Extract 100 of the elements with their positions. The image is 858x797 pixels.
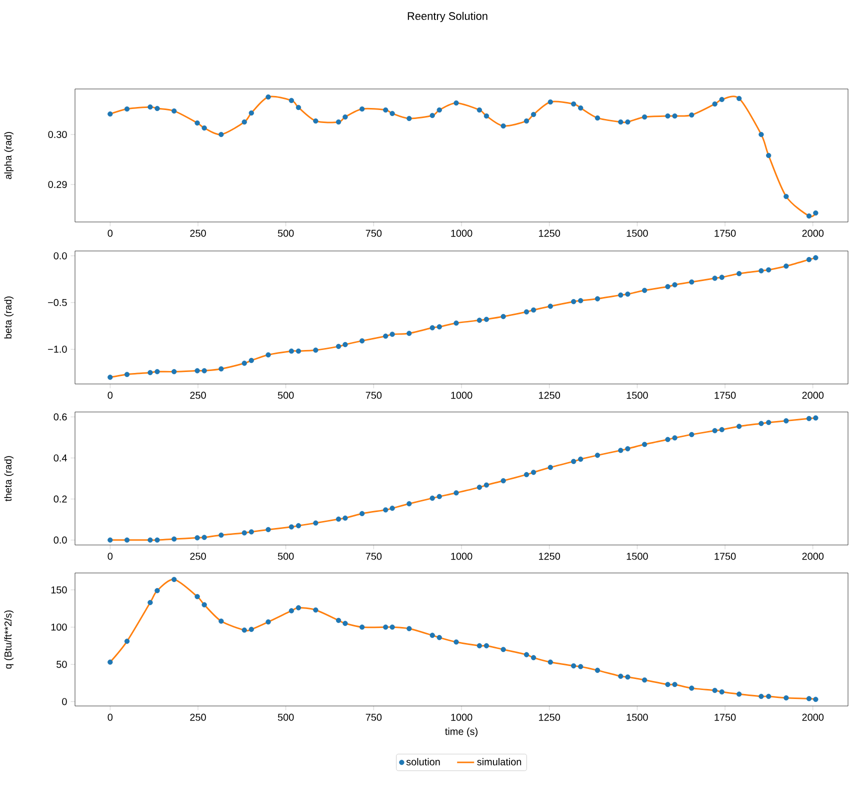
y-tick-label: 50 [56,660,67,668]
point [719,689,724,694]
point [202,602,207,608]
point [454,320,459,326]
point [383,107,388,113]
point [813,696,818,702]
point [266,352,271,358]
point [548,304,553,309]
point [266,619,271,624]
point [758,268,764,274]
x-tick-label: 1000 [451,392,472,399]
point [500,478,506,484]
point [454,100,459,106]
point [313,520,318,526]
legend-label: solution [406,758,440,766]
y-tick-label: 0 [62,698,67,706]
point [665,284,670,290]
point [172,108,177,114]
point [530,307,536,313]
point [594,115,600,121]
point [719,96,724,102]
point [342,620,348,626]
point [476,107,482,113]
point [218,132,224,138]
x-tick-label: 750 [366,552,382,560]
point [578,298,584,304]
point [806,696,812,702]
y-tick-label: 100 [51,624,67,631]
x-tick-label: 500 [278,392,294,399]
point [202,125,207,131]
point [672,113,678,119]
point [172,536,177,542]
point [642,677,648,683]
point [758,694,764,699]
point [406,330,412,336]
point [594,668,600,673]
point [390,110,395,116]
point [383,624,388,630]
point [500,123,506,129]
x-tick-label: 0 [108,392,113,399]
y-axis-title: theta (rad) [4,456,14,502]
point [530,655,536,660]
point [530,470,536,475]
point [625,674,630,680]
x-tick-label: 1750 [714,714,736,721]
point [766,420,772,426]
x-axis-title: time (s) [445,728,478,737]
point [336,516,342,522]
point [242,360,247,366]
y-tick-label: 150 [51,586,67,594]
point [172,369,177,374]
point [172,576,177,582]
point [242,119,247,125]
point [202,534,207,540]
point [154,537,160,543]
point [108,660,113,665]
point [342,342,348,348]
x-tick-label: 1750 [714,552,736,560]
point [406,501,412,506]
point [813,415,818,421]
point [194,594,200,600]
point [500,646,506,652]
x-tick-label: 2000 [802,552,824,560]
x-tick-label: 1500 [626,230,648,237]
y-tick-label: 0.4 [54,454,67,462]
x-tick-label: 1250 [539,230,560,237]
point [524,309,530,314]
point [406,116,412,122]
point [784,418,789,424]
point [154,588,160,594]
point [813,255,818,260]
point [436,107,442,113]
point [108,374,113,380]
point [336,344,342,350]
point [578,105,584,111]
chart-title: Reentry Solution [408,12,488,22]
point [288,608,294,614]
point [218,618,224,624]
x-tick-label: 250 [190,552,206,560]
point [758,420,764,426]
point [806,256,812,262]
point [266,94,271,100]
x-tick-label: 750 [366,230,382,237]
point [342,114,348,120]
x-tick-label: 500 [278,714,294,721]
y-axis-title: q (Btu/ft**2/s) [4,610,14,669]
point [430,632,435,638]
point [524,472,530,478]
y-axis-title: beta (rad) [4,296,14,338]
point [148,537,153,543]
y-tick-label: 0.0 [54,252,67,260]
point [719,274,724,280]
point [390,624,395,630]
point [476,318,482,323]
point [154,106,160,112]
x-tick-label: 1750 [714,392,736,399]
point [359,624,365,630]
point [813,210,818,216]
x-tick-label: 1500 [626,714,648,721]
point [524,652,530,658]
